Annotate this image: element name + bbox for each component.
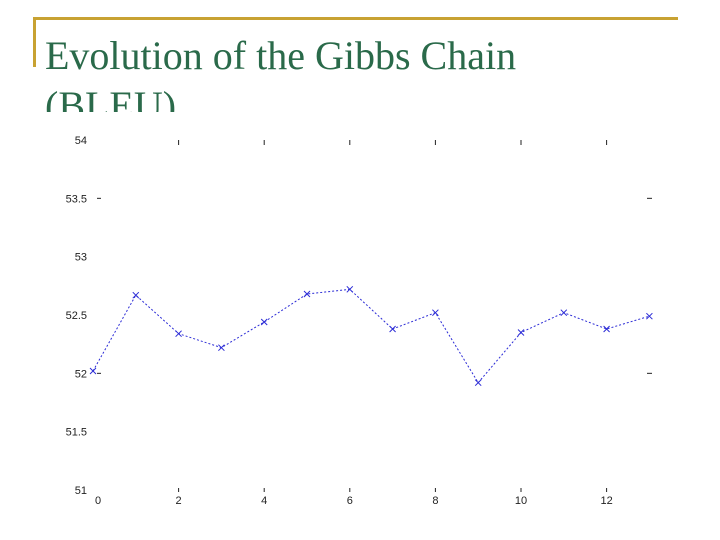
data-point-marker [432,309,439,317]
y-tick-label: 51 [75,485,87,497]
data-point-marker [474,379,482,387]
data-point-marker [175,330,182,338]
x-tick-label: 10 [515,495,527,507]
y-tick-label: 54 [75,135,87,147]
x-tick-label: 0 [95,495,101,507]
data-point-marker [517,329,525,336]
series-line [92,288,650,384]
y-tick-label: 52 [75,368,87,380]
data-point-marker [560,309,568,317]
data-point-marker [218,344,225,352]
data-point-marker [303,290,311,298]
data-point-marker [346,285,354,293]
x-tick-label: 4 [261,495,267,507]
y-tick-label: 53 [75,252,87,264]
data-point-marker [646,312,653,320]
slide-title-line1: Evolution of the Gibbs Chain [45,33,517,78]
data-point-marker [603,325,610,333]
y-tick-label: 52.5 [66,310,87,322]
title-accent-rule [33,17,678,20]
x-tick-label: 8 [432,495,438,507]
title-accent-bar [33,17,36,67]
x-tick-label: 12 [600,495,612,507]
data-point-marker [89,367,97,375]
y-tick-label: 51.5 [66,427,87,439]
data-point-marker [132,291,140,299]
data-point-marker [260,318,268,326]
x-tick-label: 6 [347,495,353,507]
data-point-marker [389,325,396,333]
x-tick-label: 2 [176,495,182,507]
y-tick-label: 53.5 [66,193,87,205]
chart-background [0,112,720,540]
